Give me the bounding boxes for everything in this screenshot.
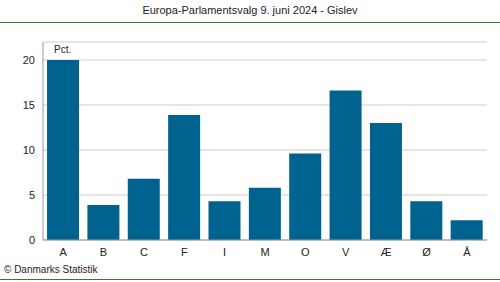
svg-text:Ø: Ø [422,246,431,258]
html-text:Europa-Parlamentsvalg 9. juni: Europa-Parlamentsvalg 9. juni 2024 - Gis… [142,4,358,16]
svg-text:Å: Å [463,246,471,258]
svg-text:I: I [223,246,226,258]
svg-text:Æ: Æ [381,246,392,258]
svg-text:V: V [342,246,350,258]
svg-text:20: 20 [23,54,35,66]
svg-text:10: 10 [23,144,35,156]
svg-text:B: B [100,246,107,258]
svg-text:0: 0 [29,234,35,246]
html-text:Pct.: Pct. [54,44,72,55]
svg-text:C: C [140,246,148,258]
svg-text:F: F [181,246,188,258]
svg-text:O: O [301,246,310,258]
html-text:© Danmarks Statistik: © Danmarks Statistik [4,264,98,275]
svg-text:M: M [260,246,269,258]
svg-text:15: 15 [23,99,35,111]
svg-text:A: A [60,246,68,258]
svg-text:5: 5 [29,189,35,201]
